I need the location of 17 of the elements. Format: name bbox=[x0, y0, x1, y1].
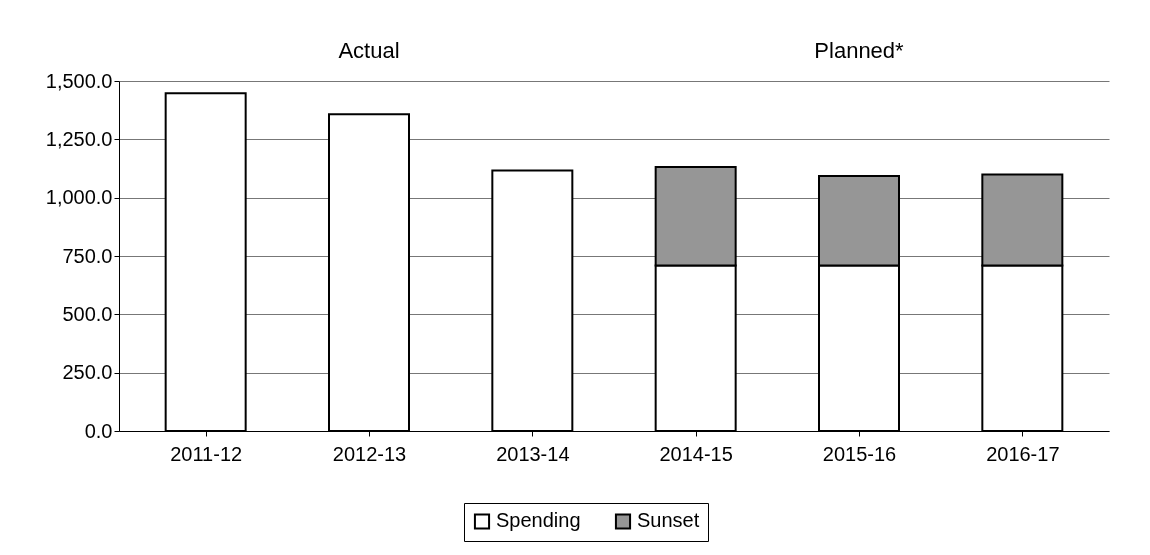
x-tick-label: 2016-17 bbox=[986, 442, 1060, 465]
legend-label: Sunset bbox=[637, 509, 700, 532]
x-tick-label: 2011-12 bbox=[170, 442, 243, 465]
x-tick-label: 2013-14 bbox=[496, 442, 570, 465]
x-tick-label: 2015-16 bbox=[822, 442, 897, 465]
y-tick-label: 0.0 bbox=[84, 419, 113, 442]
y-tick-label: 250.0 bbox=[62, 361, 113, 384]
text: Actual bbox=[338, 38, 400, 63]
y-tick-label: 1,500.0 bbox=[45, 69, 113, 92]
x-tick-label: 2012-13 bbox=[332, 442, 407, 465]
y-tick-label: 500.0 bbox=[62, 302, 113, 325]
y-tick-label: 1,000.0 bbox=[45, 186, 113, 209]
y-tick-label: 750.0 bbox=[62, 244, 113, 267]
y-tick-label: 1,250.0 bbox=[45, 127, 113, 150]
text: Planned* bbox=[814, 38, 905, 63]
x-tick-label: 2014-15 bbox=[659, 442, 733, 465]
legend-label: Spending bbox=[496, 509, 581, 532]
